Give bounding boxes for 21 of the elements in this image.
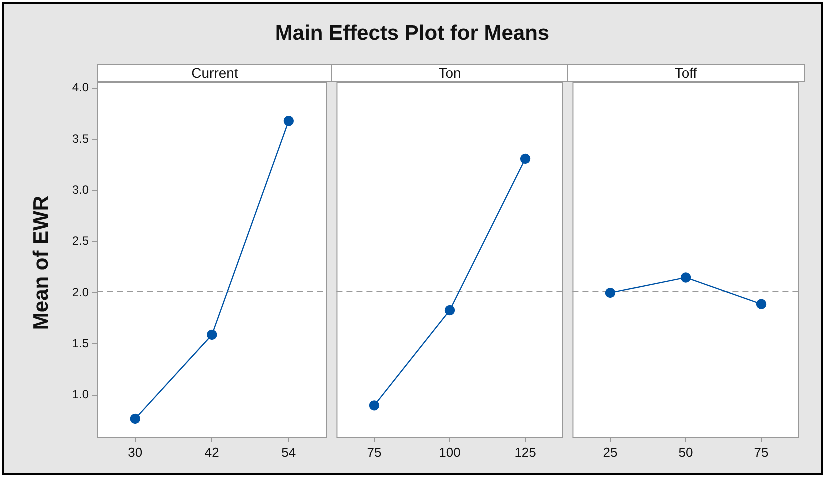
chart-subtitle: Toff bbox=[567, 64, 805, 82]
x-tick-label: 50 bbox=[678, 444, 694, 460]
chart-subtitle: Ton bbox=[331, 64, 569, 82]
x-tick-label: 25 bbox=[603, 444, 618, 460]
x-tick-label: 54 bbox=[282, 444, 296, 460]
y-tick-label: 1.5 bbox=[72, 336, 90, 350]
x-tick-label: 42 bbox=[204, 444, 220, 460]
y-tick-label: 2.5 bbox=[72, 234, 90, 248]
y-axis-title: Mean of EWR bbox=[30, 196, 54, 330]
y-tick-label: 2.0 bbox=[72, 285, 90, 300]
text: Main Effects Plot for Means bbox=[274, 22, 551, 46]
chart-subtitle: Current bbox=[97, 64, 333, 82]
y-tick-label: 3.0 bbox=[72, 182, 90, 197]
y-tick-label: 1.0 bbox=[72, 388, 90, 402]
x-tick-label: 30 bbox=[128, 444, 143, 460]
x-tick-label: 75 bbox=[754, 444, 769, 460]
x-tick-label: 100 bbox=[439, 444, 461, 460]
y-tick-label: 3.5 bbox=[72, 132, 90, 146]
x-tick-label: 75 bbox=[367, 444, 382, 460]
y-tick-label: 4.0 bbox=[72, 80, 90, 94]
x-tick-label: 125 bbox=[514, 444, 536, 460]
